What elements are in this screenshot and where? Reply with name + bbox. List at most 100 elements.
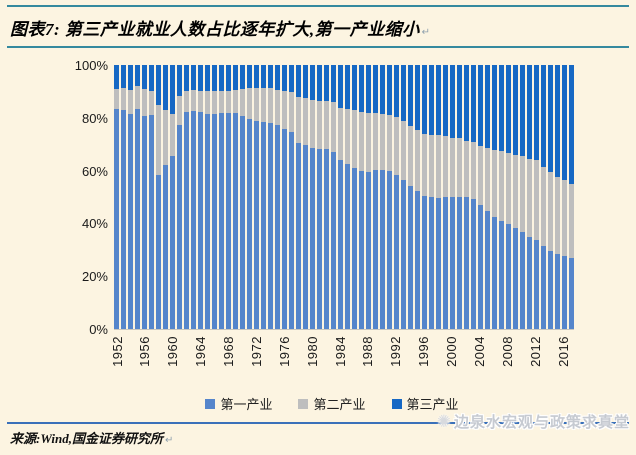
segment-第二产业-1952 (114, 89, 119, 109)
segment-第一产业-1983 (331, 151, 336, 329)
segment-第三产业-1960 (170, 65, 175, 114)
segment-第一产业-2000 (450, 196, 455, 329)
bar-1999 (443, 65, 448, 329)
segment-第二产业-2017 (569, 183, 574, 258)
bar-1956 (142, 65, 147, 329)
segment-第三产业-1955 (135, 65, 140, 87)
bar-1957 (149, 65, 154, 329)
segment-第三产业-1964 (198, 65, 203, 91)
segment-第一产业-1955 (135, 109, 140, 329)
segment-第一产业-1967 (219, 113, 224, 329)
legend-label: 第一产业 (220, 397, 273, 412)
bar-1962 (184, 65, 189, 329)
segment-第二产业-1957 (149, 90, 154, 115)
bar-2016 (562, 65, 567, 329)
bar-1990 (380, 65, 385, 329)
bar-1980 (310, 65, 315, 329)
x-tick-label: 1976 (276, 336, 292, 367)
segment-第二产业-1960 (170, 113, 175, 156)
segment-第一产业-1969 (233, 113, 238, 329)
segment-第三产业-1957 (149, 65, 154, 91)
segment-第二产业-1995 (415, 130, 420, 192)
segment-第三产业-1979 (303, 65, 308, 99)
segment-第一产业-2013 (541, 246, 546, 329)
segment-第三产业-1967 (219, 65, 224, 91)
segment-第二产业-1989 (373, 113, 378, 171)
top-divider (7, 5, 629, 7)
x-tick-label: 1992 (388, 336, 404, 367)
segment-第二产业-2009 (513, 155, 518, 229)
bar-1991 (387, 65, 392, 329)
bar-1970 (240, 65, 245, 329)
bar-2010 (520, 65, 525, 329)
segment-第二产业-1967 (219, 90, 224, 114)
segment-第一产业-2011 (527, 237, 532, 329)
bar-1963 (191, 65, 196, 329)
sun-logo-icon: ✺ (436, 412, 451, 431)
y-tick-label: 20% (81, 269, 108, 285)
x-axis: 1952 1956 1960 1964 1968 1972 1976 1980 1984 1988… (110, 336, 574, 388)
segment-第三产业-2004 (478, 65, 483, 146)
segment-第一产业-1995 (415, 191, 420, 329)
segment-第一产业-1965 (205, 113, 210, 329)
watermark-text: 边泉水宏观与政策求真堂 (453, 415, 630, 431)
segment-第三产业-1983 (331, 65, 336, 103)
segment-第二产业-1980 (310, 99, 315, 148)
segment-第一产业-2017 (569, 257, 574, 329)
segment-第一产业-1987 (359, 170, 364, 329)
segment-第三产业-1962 (184, 65, 189, 92)
segment-第二产业-1979 (303, 98, 308, 145)
stacked-bar-plot-area (114, 65, 574, 330)
segment-第三产业-1966 (212, 65, 217, 92)
bar-2011 (527, 65, 532, 329)
segment-第一产业-1956 (142, 116, 147, 329)
segment-第二产业-2001 (457, 138, 462, 197)
segment-第三产业-1982 (324, 65, 329, 101)
segment-第二产业-2012 (534, 160, 539, 241)
segment-第三产业-1997 (429, 65, 434, 135)
segment-第三产业-1977 (289, 65, 294, 93)
segment-第三产业-1985 (345, 65, 350, 110)
bar-1972 (254, 65, 259, 329)
bar-2006 (492, 65, 497, 329)
bar-2009 (513, 65, 518, 329)
segment-第二产业-1990 (380, 113, 385, 171)
x-tick-label: 2000 (444, 336, 460, 367)
segment-第三产业-1970 (240, 65, 245, 89)
segment-第三产业-1959 (163, 65, 168, 111)
segment-第一产业-1961 (177, 125, 182, 329)
segment-第三产业-1987 (359, 65, 364, 112)
segment-第二产业-2010 (520, 156, 525, 233)
y-tick-label: 0% (89, 322, 108, 337)
segment-第二产业-1970 (240, 88, 245, 116)
bar-2007 (499, 65, 504, 329)
bar-1964 (198, 65, 203, 329)
segment-第三产业-1980 (310, 65, 315, 100)
segment-第三产业-1954 (128, 65, 133, 91)
segment-第二产业-1988 (366, 113, 371, 173)
bar-1978 (296, 65, 301, 329)
segment-第二产业-1955 (135, 86, 140, 110)
segment-第二产业-1966 (212, 91, 217, 114)
bar-1981 (317, 65, 322, 329)
x-tick-label: 1988 (360, 336, 376, 367)
bar-1969 (233, 65, 238, 329)
segment-第二产业-2003 (471, 142, 476, 200)
bar-1985 (345, 65, 350, 329)
segment-第三产业-1988 (366, 65, 371, 114)
legend-item-第三产业: 第三产业 (391, 394, 459, 413)
segment-第二产业-1983 (331, 102, 336, 152)
segment-第二产业-2014 (548, 172, 553, 252)
figure-title: 图表7: 第三产业就业人数占比逐年扩大,第一产业缩小 ↵ (10, 15, 431, 40)
segment-第一产业-1990 (380, 170, 385, 329)
segment-第三产业-2011 (527, 65, 532, 160)
bar-1994 (408, 65, 413, 329)
segment-第三产业-1981 (317, 65, 322, 101)
segment-第二产业-2004 (478, 145, 483, 206)
segment-第一产业-1958 (156, 175, 161, 329)
segment-第三产业-2009 (513, 65, 518, 156)
bar-1971 (247, 65, 252, 329)
segment-第二产业-1959 (163, 110, 168, 165)
bar-1975 (275, 65, 280, 329)
segment-第二产业-2008 (506, 152, 511, 225)
